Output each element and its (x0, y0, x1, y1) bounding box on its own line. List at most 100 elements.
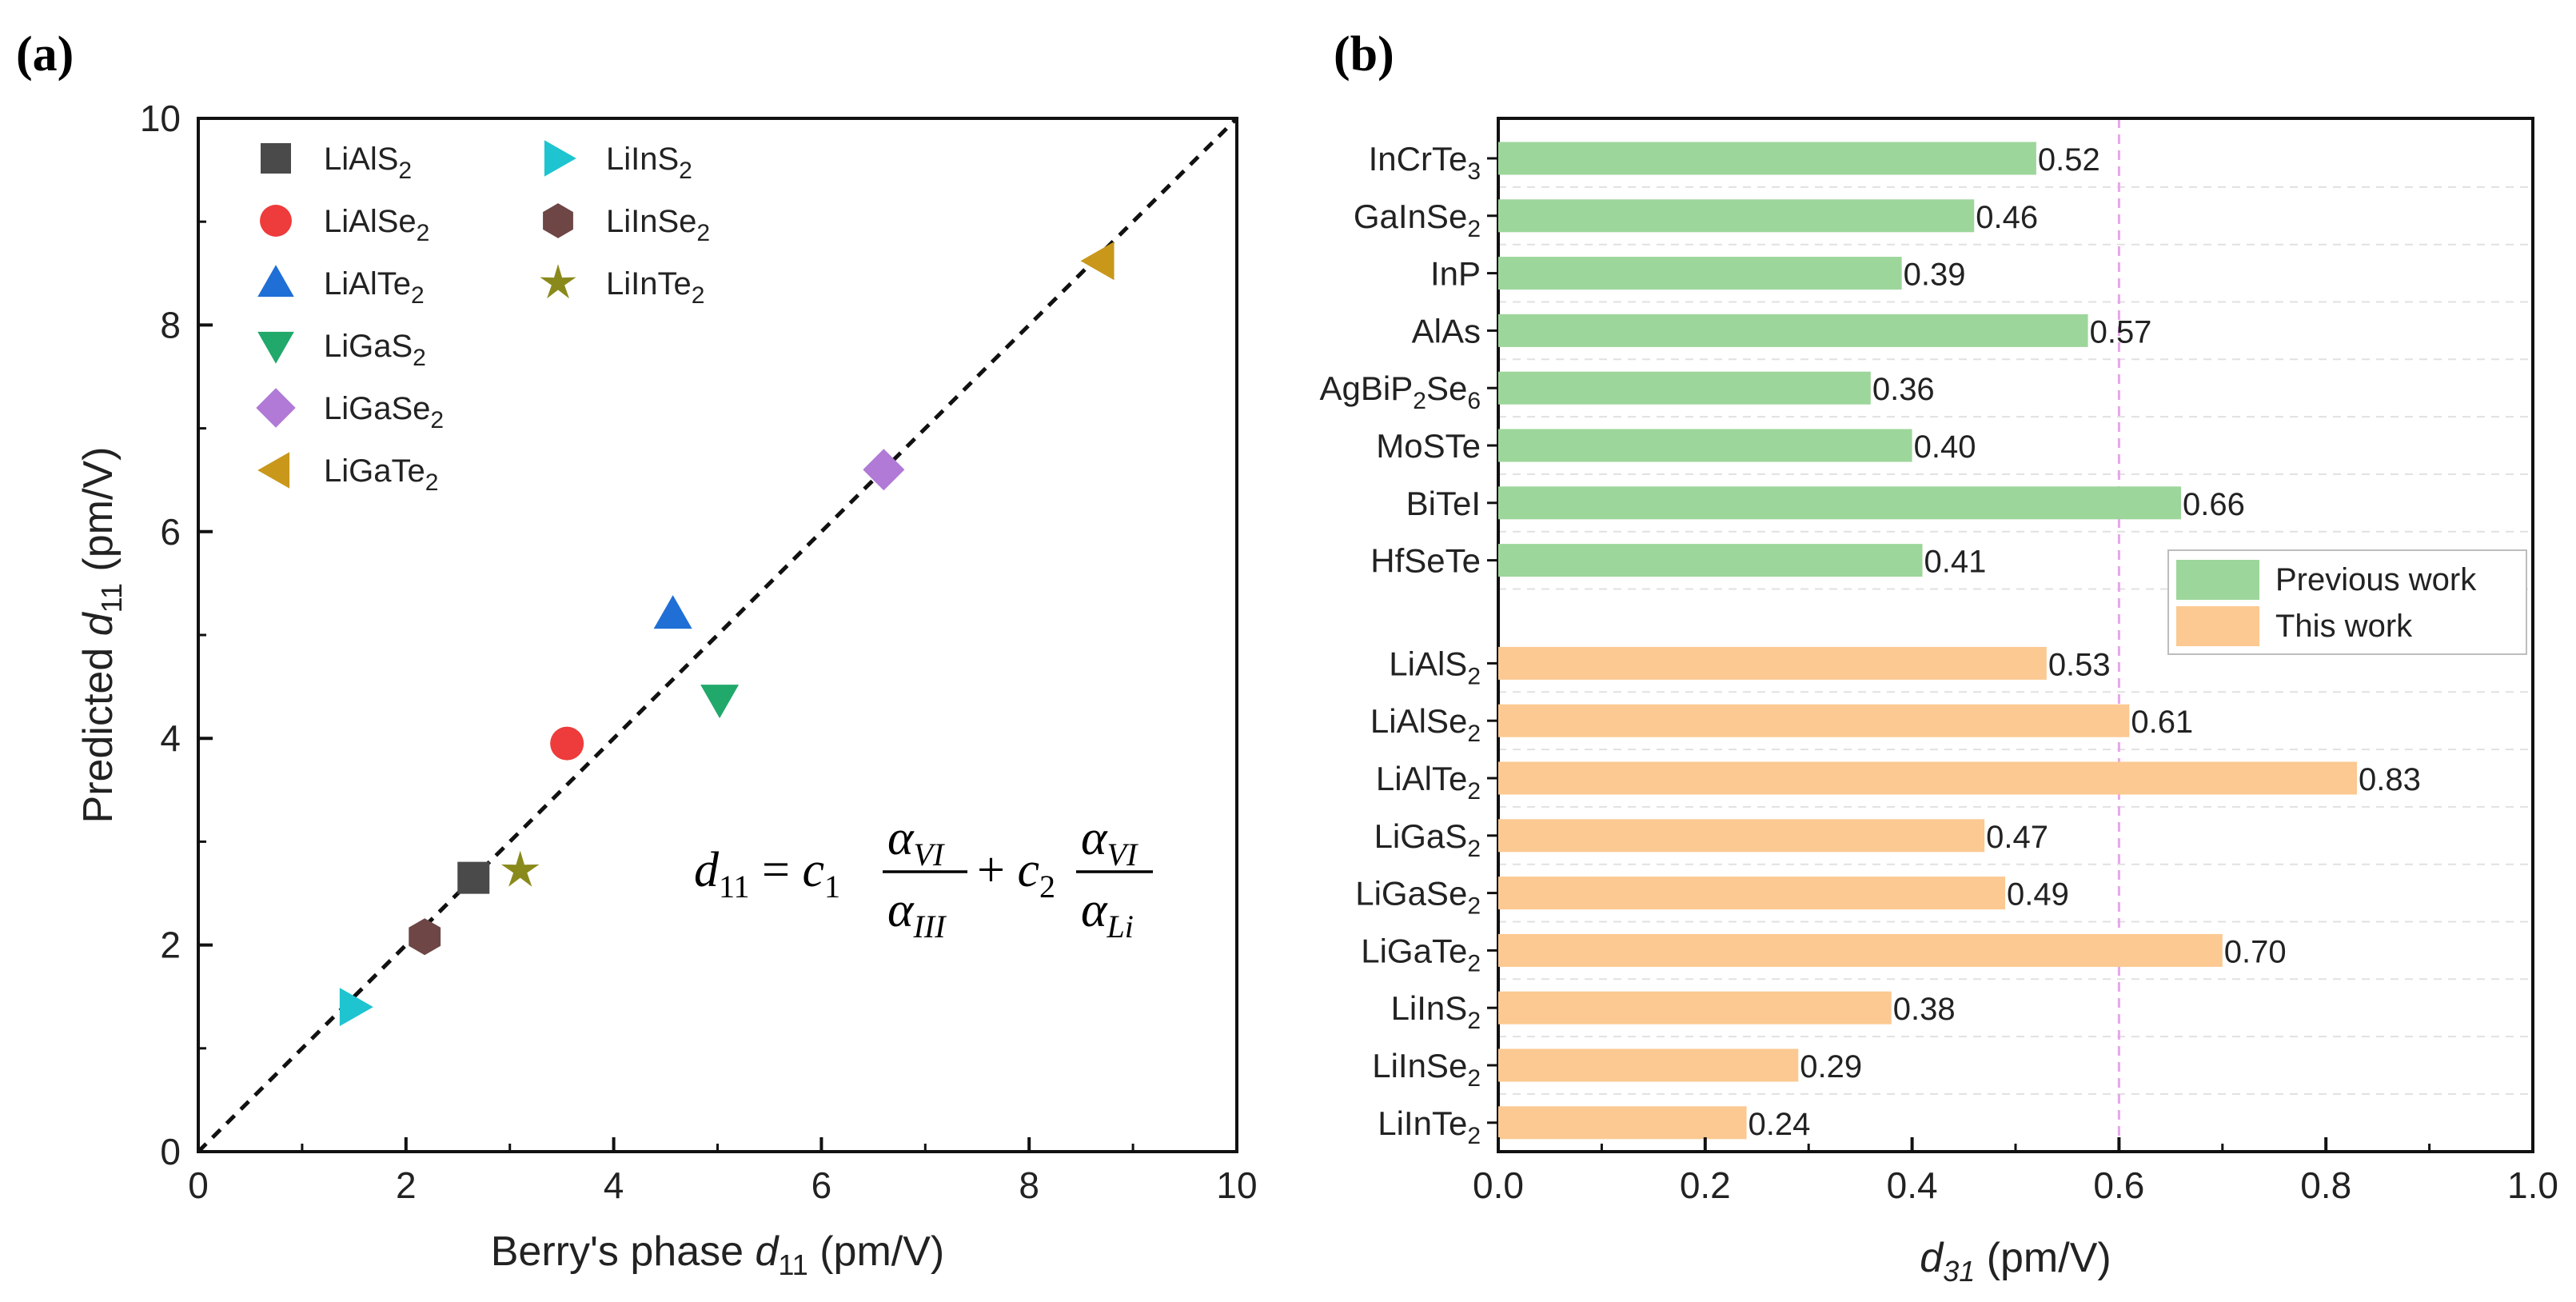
data-point-LiInS2 (339, 988, 373, 1027)
data-point-LiGaTe2 (1080, 242, 1115, 281)
bar-value-label: 0.83 (2359, 762, 2421, 797)
x-axis-label: Berry's phase d11 (pm/V) (491, 1228, 945, 1281)
eq-fraction-2-num-var: α (1081, 811, 1108, 865)
data-point-LiGaSe2 (863, 449, 905, 491)
legend-label-LiInS2: LiInS2 (606, 142, 692, 184)
x-axis-label-var: d (756, 1228, 780, 1275)
bar-LiAlS2 (1498, 646, 2047, 680)
eq-equals: = (750, 843, 803, 897)
legend-marker-LiInSe2 (543, 203, 573, 238)
x-tick-label: 8 (1019, 1164, 1039, 1206)
eq-fraction-1-num-var: α (887, 811, 915, 865)
data-point-LiAlS2 (457, 861, 490, 894)
category-label: LiAlS2 (1389, 645, 1481, 689)
x-axis-label-unit: (pm/V) (808, 1228, 944, 1275)
legend-label-text: LiInTe (606, 266, 692, 302)
data-point-LiGaS2 (700, 685, 740, 719)
legend-marker-LiInTe2 (540, 264, 576, 299)
category-label: LiInS2 (1391, 989, 1481, 1034)
bar-value-label: 0.57 (2090, 314, 2152, 349)
legend-marker-LiGaSe2 (256, 388, 296, 428)
category-label-sub: 2 (1467, 950, 1481, 976)
bar-LiAlSe2 (1498, 704, 2130, 737)
bar-GaInSe2 (1498, 199, 1975, 233)
x-axis-label-sub: 31 (1943, 1255, 1975, 1288)
data-point-LiAlSe2 (550, 726, 584, 761)
legend-marker-LiGaTe2 (257, 452, 290, 489)
bar-LiGaSe2 (1498, 877, 2006, 910)
legend-label-text: LiInSe (606, 204, 696, 239)
category-label: MoSTe (1376, 427, 1481, 465)
legend-label-sub: 2 (430, 407, 444, 433)
category-label-sub: 2 (1467, 721, 1481, 747)
bar-HfSeTe (1498, 544, 1923, 577)
category-label-sub: 2 (1413, 388, 1426, 414)
legend-label-text: LiAlS (324, 142, 398, 177)
legend-swatch-0 (2176, 560, 2259, 600)
legend-label-LiAlS2: LiAlS2 (324, 142, 412, 184)
x-axis-label-unit: (pm/V) (1975, 1235, 2111, 1281)
eq-c1: c (802, 843, 824, 897)
category-label-text: LiAlTe (1376, 760, 1467, 797)
legend-label-sub: 2 (679, 158, 692, 184)
legend-label-LiAlSe2: LiAlSe2 (324, 204, 429, 246)
legend-label-LiAlTe2: LiAlTe2 (324, 266, 425, 309)
eq-fraction-1-den-sub: III (913, 909, 947, 945)
bar-value-label: 0.38 (1893, 992, 1956, 1027)
category-label: LiGaSe2 (1355, 875, 1481, 920)
legend-label-text: LiGaS (324, 329, 413, 364)
data-point-LiInSe2 (409, 918, 441, 956)
bar-value-label: 0.29 (1800, 1049, 1862, 1084)
category-label-text: HfSeTe (1370, 542, 1481, 580)
category-label-text: AlAs (1412, 312, 1481, 349)
eq-c2: c (1017, 843, 1039, 897)
x-tick-label: 1.0 (2507, 1164, 2558, 1206)
eq-fraction-1-denominator: αIII (887, 883, 947, 945)
legend-label: This work (2275, 609, 2413, 644)
category-label-sub: 2 (1467, 836, 1481, 862)
bar-LiAlTe2 (1498, 761, 2358, 795)
bar-value-label: 0.70 (2224, 934, 2287, 969)
legend-label-LiInSe2: LiInSe2 (606, 204, 710, 246)
bar-value-label: 0.52 (2038, 142, 2100, 178)
category-label-sub: 2 (1467, 216, 1481, 242)
y-axis-label-unit: (pm/V) (75, 447, 122, 583)
y-tick-label: 6 (160, 511, 181, 553)
data-point-LiAlTe2 (653, 595, 692, 629)
x-axis-label: d31 (pm/V) (1920, 1235, 2111, 1288)
bar-BiTeI (1498, 486, 2182, 520)
bar-InCrTe3 (1498, 142, 2036, 175)
legend-label-text: LiAlSe (324, 204, 417, 239)
category-label-text: LiGaSe (1355, 875, 1467, 913)
eq-c2-sub: 2 (1039, 869, 1055, 905)
legend-label-sub: 2 (411, 282, 425, 309)
category-label-sub: 2 (1467, 663, 1481, 689)
category-label: GaInSe2 (1354, 198, 1481, 242)
panel-label-b: (b) (1334, 27, 1394, 82)
bar-value-label: 0.41 (1924, 545, 1987, 580)
legend-label: Previous work (2275, 562, 2477, 597)
legend-label-text: LiInS (606, 142, 679, 177)
legend-marker-LiAlS2 (261, 143, 291, 174)
bar-InP (1498, 257, 1902, 290)
y-tick-label: 8 (160, 304, 181, 345)
legend-label-LiInTe2: LiInTe2 (606, 266, 704, 309)
eq-plus: + (977, 843, 1017, 897)
legend-label-sub: 2 (413, 345, 426, 371)
eq-lhs-sub: 11 (719, 869, 750, 905)
y-tick-label: 0 (160, 1131, 181, 1172)
x-axis-label-var: d (1920, 1235, 1944, 1281)
category-label: LiAlTe2 (1376, 760, 1481, 805)
x-tick-label: 0.2 (1680, 1164, 1731, 1206)
category-label-text: GaInSe (1354, 198, 1467, 235)
legend: Previous work This work (2167, 549, 2527, 655)
bar-LiInS2 (1498, 991, 1892, 1024)
panel-label-a: (a) (16, 27, 74, 82)
category-label: LiInTe2 (1378, 1104, 1481, 1149)
category-label-text: LiInS (1391, 989, 1468, 1027)
legend-label-sub: 2 (425, 469, 439, 496)
bar-value-label: 0.49 (2007, 877, 2069, 913)
bar-AgBiP2Se6 (1498, 371, 1871, 405)
